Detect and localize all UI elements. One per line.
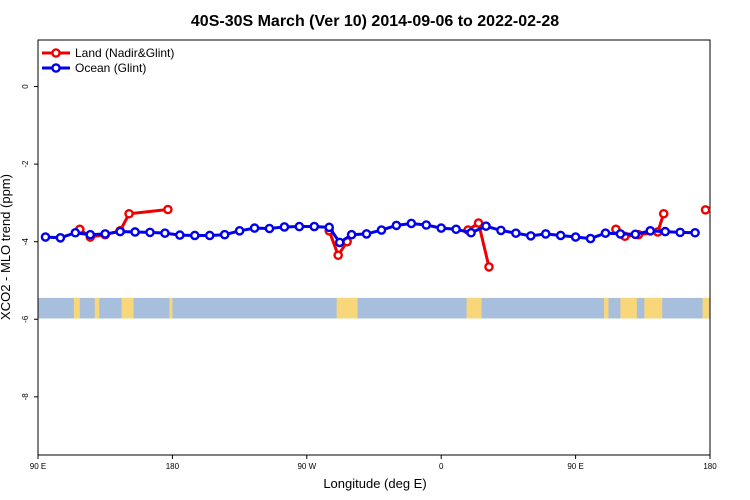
ocean-point — [324, 222, 335, 233]
ocean-point — [421, 220, 432, 230]
ocean-point — [361, 229, 372, 239]
map-strip-ocean — [38, 297, 710, 319]
ocean-point — [570, 232, 581, 242]
ocean-point — [219, 229, 230, 240]
ocean-point — [376, 225, 387, 235]
ocean-point — [391, 220, 402, 231]
ocean-point — [294, 221, 305, 232]
ocean-point — [189, 230, 200, 241]
x-axis-label: Longitude (deg E) — [323, 476, 426, 491]
x-tick-label: 0 — [439, 462, 444, 471]
ocean-point — [615, 229, 626, 239]
ocean-point — [346, 229, 357, 240]
legend-label: Land (Nadir&Glint) — [75, 46, 174, 60]
plot-area: 90 E 180 90 W 0 90 E 180 0 -2 -4 -6 -8 — [21, 39, 717, 471]
map-strip-land — [603, 297, 609, 319]
map-strip-land — [121, 297, 134, 319]
ocean-point — [645, 226, 656, 236]
land-point — [700, 205, 711, 215]
ocean-point — [160, 228, 170, 238]
ocean-point — [234, 226, 245, 236]
ocean-point — [481, 221, 491, 231]
ocean-point — [466, 227, 476, 238]
ocean-point — [70, 227, 81, 238]
ocean-point — [204, 230, 215, 241]
map-strip-land — [94, 297, 100, 319]
map-strip-land — [336, 297, 358, 319]
y-tick-label: -2 — [21, 160, 30, 168]
map-strip-land — [620, 297, 637, 319]
map-strip-land — [169, 297, 173, 319]
ocean-point — [406, 218, 417, 229]
plot-frame — [37, 39, 711, 456]
land-point — [124, 208, 134, 219]
legend-label: Ocean (Glint) — [75, 61, 146, 75]
y-axis-label: XCO2 - MLO trend (ppm) — [0, 174, 13, 320]
ocean-point — [279, 222, 290, 232]
ocean-point — [334, 237, 345, 248]
y-tick-label: -6 — [21, 315, 30, 323]
ocean-point — [309, 221, 320, 232]
land-point — [484, 262, 494, 272]
chart-title: 40S-30S March (Ver 10) 2014-09-06 to 202… — [191, 13, 559, 30]
legend-marker — [51, 63, 61, 73]
ocean-point — [675, 227, 685, 238]
x-tick-label: 90 W — [297, 462, 316, 471]
y-tick-label: 0 — [21, 84, 30, 89]
map-strip-land — [466, 297, 482, 319]
ocean-point — [585, 233, 596, 244]
y-tick-label: -4 — [21, 238, 30, 246]
ocean-point — [511, 228, 521, 238]
legend: Land (Nadir&Glint)Ocean (Glint) — [42, 46, 174, 75]
land-point — [658, 208, 669, 219]
ocean-point — [540, 229, 551, 239]
land-point — [163, 204, 173, 215]
ocean-point — [85, 229, 96, 240]
ocean-point — [555, 230, 566, 241]
ocean-point — [660, 226, 671, 237]
land-point — [473, 218, 484, 228]
ocean-point — [526, 231, 536, 241]
ocean-point — [436, 223, 447, 233]
ocean-point — [130, 227, 140, 237]
ocean-point — [264, 223, 275, 234]
x-tick-label: 180 — [703, 462, 717, 471]
ocean-point — [690, 227, 700, 238]
land-point — [333, 250, 343, 261]
ocean-point — [249, 223, 260, 233]
ocean-point — [451, 224, 461, 235]
x-tick-label: 90 E — [30, 462, 46, 471]
ocean-point — [40, 232, 51, 242]
ocean-point — [630, 229, 641, 240]
ocean-point — [100, 229, 110, 239]
x-tick-label: 90 E — [567, 462, 583, 471]
map-strip-land — [702, 297, 710, 319]
ocean-point — [55, 233, 66, 243]
ocean-point — [145, 227, 155, 238]
x-tick-label: 180 — [166, 462, 180, 471]
y-tick-label: -8 — [21, 393, 30, 401]
map-strip-land — [73, 297, 80, 319]
ocean-point — [600, 228, 611, 238]
ocean-point — [496, 225, 506, 236]
ocean-point — [115, 226, 125, 237]
legend-marker — [51, 48, 61, 58]
map-strip-land — [644, 297, 663, 319]
ocean-point — [175, 230, 185, 240]
